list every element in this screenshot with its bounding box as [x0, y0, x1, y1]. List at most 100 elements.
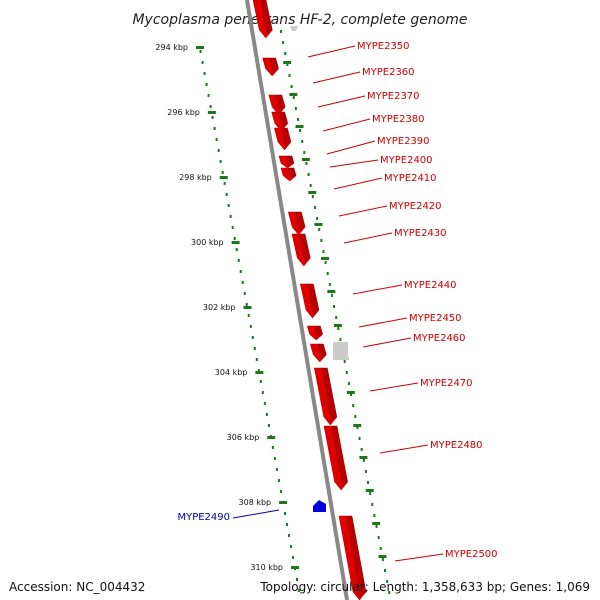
gene-block[interactable]: [278, 155, 295, 169]
gene-block-grey[interactable]: [290, 26, 298, 31]
gene-shade: [307, 284, 319, 315]
gene-label[interactable]: MYPE2450: [409, 313, 462, 324]
gene-label[interactable]: MYPE2480: [430, 440, 483, 451]
ruler-dot: [352, 404, 355, 407]
ruler-dot: [255, 358, 258, 361]
gene-block[interactable]: [310, 343, 327, 363]
ruler-dot: [280, 30, 282, 33]
ruler-dot: [277, 479, 280, 482]
ruler-dot: [292, 96, 295, 99]
gene-label[interactable]: MYPE2490: [177, 512, 230, 523]
gene-block[interactable]: [274, 127, 292, 151]
accession-text: Accession: NC_004432: [9, 580, 146, 594]
ruler-dot: [322, 250, 325, 253]
ruler-dot: [343, 360, 346, 363]
ruler-major-tick: [327, 290, 336, 293]
gene-block-grey[interactable]: [333, 342, 348, 360]
ruler-major-tick: [279, 501, 288, 504]
gene-label[interactable]: MYPE2500: [445, 549, 498, 560]
gene-block-blue[interactable]: [313, 500, 326, 512]
gene-leader-line: [232, 509, 280, 519]
ruler-dot: [221, 171, 224, 174]
gene-label[interactable]: MYPE2390: [377, 136, 430, 147]
gene-label[interactable]: MYPE2350: [357, 41, 410, 52]
gene-block[interactable]: [291, 233, 311, 267]
ruler-major-tick: [219, 176, 228, 179]
ruler-dot: [199, 50, 202, 53]
kbp-label: 304 kbp: [215, 368, 248, 377]
gene-leader-line: [312, 71, 361, 84]
gene-leader-line: [307, 45, 356, 58]
ruler-dot: [371, 503, 374, 506]
gene-block[interactable]: [288, 211, 306, 236]
ruler-dot: [350, 393, 353, 396]
gene-leader-line: [394, 553, 444, 562]
gene-leader-line: [326, 140, 376, 155]
ruler-major-tick: [346, 391, 355, 394]
tick-ruler-right: [280, 30, 391, 594]
gene-label[interactable]: MYPE2410: [384, 173, 437, 184]
gene-block[interactable]: [252, 0, 273, 39]
ruler-dot: [330, 294, 333, 297]
gene-block[interactable]: [300, 283, 320, 319]
gene-label[interactable]: MYPE2460: [413, 333, 466, 344]
gene-label[interactable]: MYPE2380: [372, 114, 425, 125]
gene-shade: [260, 0, 273, 35]
gene-labels: MYPE2350 MYPE2360 MYPE2370 MYPE2380 MYPE2390…: [177, 41, 498, 562]
ruler-dot: [259, 380, 262, 383]
gene-block[interactable]: [262, 57, 279, 77]
gene-label[interactable]: MYPE2430: [394, 228, 447, 239]
gene-block[interactable]: [268, 94, 286, 116]
ruler-major-tick: [295, 125, 304, 128]
gene-label[interactable]: MYPE2440: [404, 280, 457, 291]
ruler-dot: [223, 182, 226, 185]
ruler-dot: [217, 149, 220, 152]
ruler-dot: [229, 215, 232, 218]
gene-shade: [278, 112, 288, 128]
gene-block[interactable]: [323, 425, 348, 491]
ruler-major-tick: [301, 158, 310, 161]
gene-label[interactable]: MYPE2370: [367, 91, 420, 102]
gene-block[interactable]: [307, 325, 323, 341]
ruler-dot: [288, 74, 291, 77]
ruler-dot: [328, 283, 331, 286]
ruler-dot: [286, 63, 289, 66]
ruler-dot: [291, 556, 294, 559]
ruler-dot: [362, 459, 365, 462]
gene-leader-line: [362, 337, 412, 348]
ruler-dot: [367, 481, 370, 484]
ruler-major-tick: [365, 489, 374, 492]
ruler-dot: [203, 72, 206, 75]
ruler-dot: [360, 448, 363, 451]
gene-block[interactable]: [280, 167, 297, 182]
gene-block[interactable]: [271, 111, 289, 132]
ruler-dot: [201, 61, 204, 64]
genome-backbone: [245, 0, 349, 600]
genome-summary: Topology: circular; Length: 1,358,633 bp…: [260, 580, 590, 594]
gene-block[interactable]: [338, 515, 367, 600]
ruler-dot: [298, 589, 301, 592]
gene-leader-line: [358, 317, 408, 328]
gene-shade: [295, 212, 306, 232]
ruler-dot: [233, 237, 236, 240]
ruler-dot: [311, 195, 314, 198]
ruler-dot: [273, 457, 276, 460]
ruler-dot: [253, 347, 256, 350]
gene-block[interactable]: [314, 367, 338, 426]
map-title: Mycoplasma penetrans HF-2, complete geno…: [132, 12, 467, 28]
ruler-dot: [335, 316, 338, 319]
ruler-dot: [207, 94, 210, 97]
ruler-dot: [227, 204, 230, 207]
ruler-dot: [296, 118, 299, 121]
gene-shade: [269, 58, 279, 74]
gene-shade: [288, 168, 297, 179]
ruler-major-tick: [207, 111, 216, 114]
ruler-major-tick: [291, 566, 299, 569]
ruler-dot: [324, 261, 327, 264]
gene-label[interactable]: MYPE2360: [362, 67, 415, 78]
gene-label[interactable]: MYPE2400: [380, 155, 433, 166]
gene-label[interactable]: MYPE2420: [389, 201, 442, 212]
ruler-dot: [241, 281, 244, 284]
gene-label[interactable]: MYPE2470: [420, 378, 473, 389]
